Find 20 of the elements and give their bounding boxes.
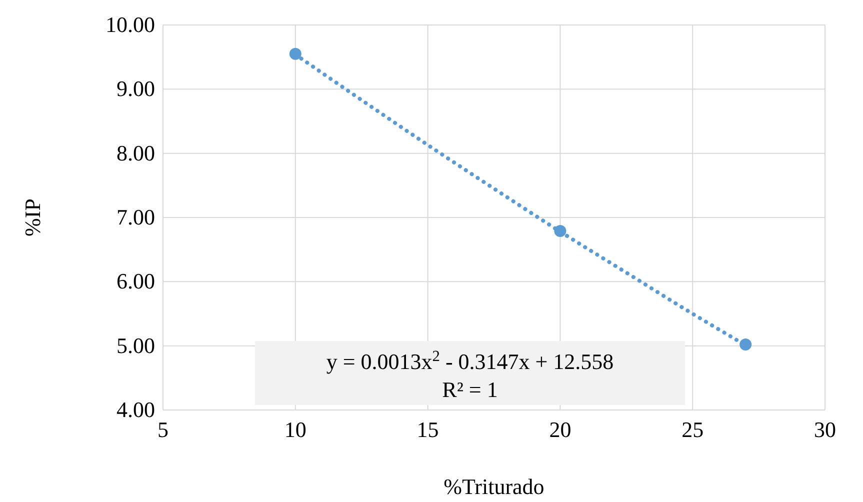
y-tick-label: 5.00 <box>116 332 155 358</box>
point <box>554 224 566 237</box>
x-tick-label: 20 <box>549 417 572 442</box>
annotation: R² = 1 <box>442 377 498 402</box>
y-tick-label: 6.00 <box>116 268 155 294</box>
y-tick-label: 8.00 <box>116 140 155 166</box>
x-axis-title: %Triturado <box>444 474 544 499</box>
y-tick-label: 4.00 <box>116 397 155 422</box>
point <box>740 338 752 351</box>
x-tick-label: 25 <box>682 417 704 442</box>
y-tick-label: 7.00 <box>116 204 155 230</box>
x-tick-label: 10 <box>284 417 306 442</box>
annotation: y = 0.0013x$^{2}$ - 0.3147x + 12.558 <box>326 348 614 374</box>
x-tick-label: 30 <box>814 417 836 442</box>
x-tick-label: 15 <box>416 417 439 442</box>
point <box>289 48 302 60</box>
y-tick-label: 10.00 <box>106 12 155 37</box>
y-axis-title: %IP <box>20 198 45 236</box>
x-tick-label: 5 <box>158 417 168 442</box>
y-tick-label: 9.00 <box>116 76 155 102</box>
